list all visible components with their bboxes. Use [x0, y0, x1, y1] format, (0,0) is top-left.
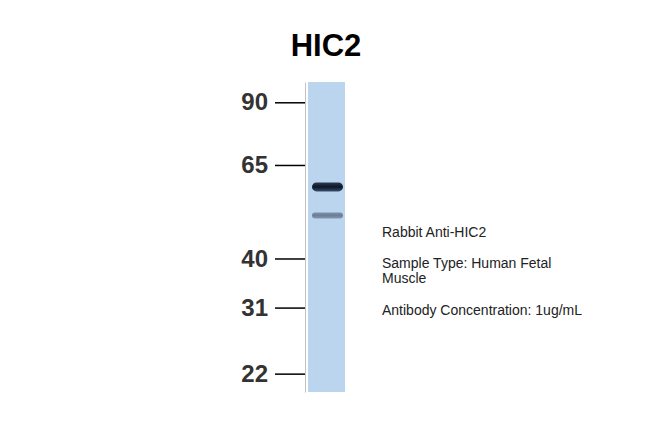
- plot-area: [308, 82, 345, 392]
- tick: 90: [241, 88, 305, 115]
- tick: 40: [241, 245, 305, 272]
- tick-label: 31: [241, 294, 268, 321]
- band: [312, 213, 343, 219]
- tick: 22: [241, 360, 305, 387]
- figure: HIC2 22 31 40 65 90 Rabbit Anti-HIC2 Sample Typ…: [0, 0, 650, 432]
- tick-mark: [275, 258, 305, 260]
- tick-label: 65: [241, 151, 268, 178]
- title: HIC2: [291, 28, 362, 63]
- annotation: Sample Type: Human Fetal: [382, 255, 551, 271]
- tick-mark: [275, 165, 305, 167]
- lane: [308, 82, 345, 392]
- tick: 31: [241, 294, 305, 321]
- tick-mark: [275, 102, 305, 104]
- axis-line: [305, 83, 306, 393]
- tick-label: 90: [241, 88, 268, 115]
- tick-mark: [275, 307, 305, 309]
- tick-label: 40: [241, 245, 268, 272]
- y-axis: 22 31 40 65 90: [241, 83, 305, 393]
- annotation: Muscle: [382, 270, 427, 286]
- tick-mark: [275, 373, 305, 375]
- tick-label: 22: [241, 360, 268, 387]
- annotation: Antibody Concentration: 1ug/mL: [382, 302, 582, 318]
- band: [312, 182, 343, 191]
- annotation: Rabbit Anti-HIC2: [382, 224, 486, 240]
- tick: 65: [241, 151, 305, 178]
